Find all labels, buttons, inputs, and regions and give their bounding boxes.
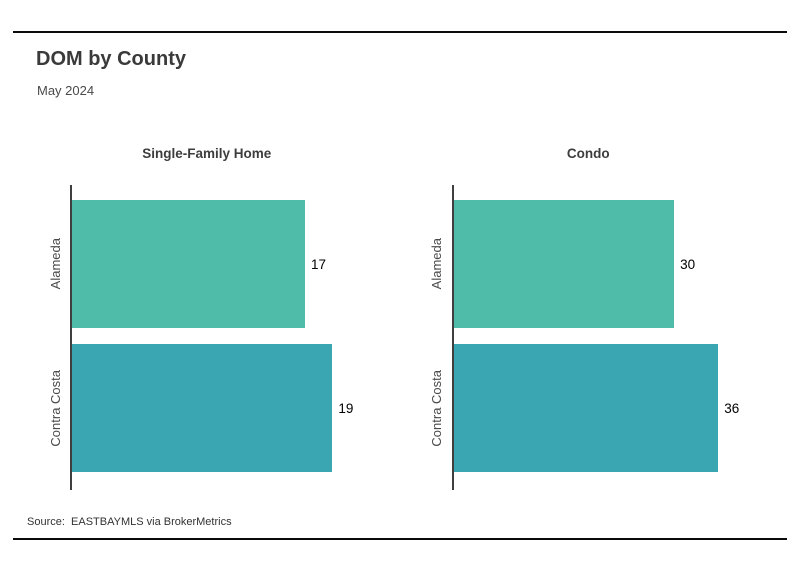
bar-alameda xyxy=(72,200,305,328)
value-label: 19 xyxy=(338,400,354,416)
bar-row: 17 xyxy=(72,200,374,328)
y-axis-labels: Alameda Contra Costa xyxy=(422,185,452,490)
bars-area: 30 36 xyxy=(453,185,756,490)
category-label-alameda: Alameda xyxy=(429,238,444,290)
category-label-contra-costa: Contra Costa xyxy=(429,369,444,447)
page-title: DOM by County xyxy=(36,48,186,70)
bar-contra-costa xyxy=(72,344,333,472)
y-axis-line xyxy=(70,185,72,490)
charts-row: Single-Family Home Alameda Contra Costa … xyxy=(40,146,755,490)
bar-row: 30 xyxy=(453,200,756,328)
chart-panel-condo: Condo Alameda Contra Costa 30 36 xyxy=(422,146,756,490)
category-label-cell: Contra Costa xyxy=(40,344,70,472)
y-axis-line xyxy=(451,185,454,490)
plot-area: Alameda Contra Costa 30 36 xyxy=(422,185,756,490)
chart-title-condo: Condo xyxy=(566,146,610,161)
chart-panel-single-family-home: Single-Family Home Alameda Contra Costa … xyxy=(40,146,374,490)
category-label-alameda: Alameda xyxy=(47,238,63,290)
value-label: 30 xyxy=(680,256,696,272)
value-label: 36 xyxy=(724,400,740,416)
category-label-cell: Contra Costa xyxy=(422,344,452,472)
bar-row: 19 xyxy=(72,344,374,472)
page-subtitle: May 2024 xyxy=(37,83,95,98)
bar-row: 36 xyxy=(453,344,756,472)
chart-title-single-family-home: Single-Family Home xyxy=(142,146,272,161)
y-axis-labels: Alameda Contra Costa xyxy=(40,185,70,490)
bars-area: 17 19 xyxy=(72,185,374,490)
category-label-contra-costa: Contra Costa xyxy=(47,369,63,447)
category-label-cell: Alameda xyxy=(422,200,452,328)
source-note: Source: EASTBAYMLS via BrokerMetrics xyxy=(27,516,232,528)
bottom-rule xyxy=(13,538,787,540)
top-rule xyxy=(13,31,787,33)
bar-contra-costa xyxy=(453,344,719,472)
value-label: 17 xyxy=(310,256,326,272)
plot-area: Alameda Contra Costa 17 19 xyxy=(40,185,374,490)
category-label-cell: Alameda xyxy=(40,200,70,328)
bar-alameda xyxy=(453,200,675,328)
